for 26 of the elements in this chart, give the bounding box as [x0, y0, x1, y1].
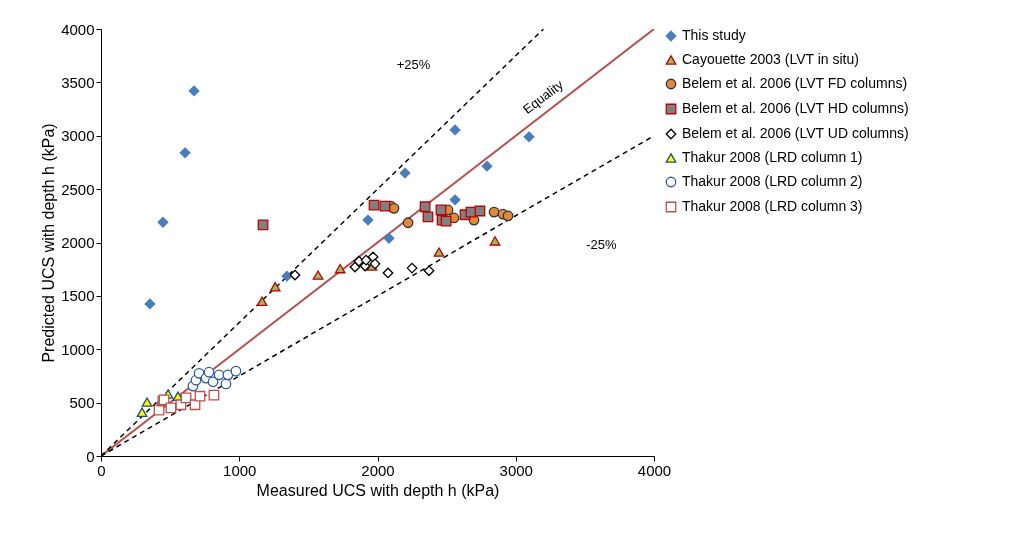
y-tick-label: 4000: [61, 20, 95, 38]
x-tick-label: 0: [97, 461, 106, 479]
legend-label: Thakur 2008 (LRD column 3): [682, 198, 863, 214]
y-tick-label: 500: [69, 394, 95, 412]
annotation: +25%: [396, 57, 431, 73]
x-tick-label: 1000: [223, 461, 257, 479]
y-axis-title: Predicted UCS with depth h (kPa): [40, 123, 58, 363]
x-tick-label: 4000: [637, 461, 672, 479]
legend-label: Belem et al. 2006 (LVT HD columns): [682, 100, 909, 116]
y-tick-label: 1000: [61, 340, 95, 358]
y-tick-label: 2500: [61, 180, 95, 198]
annotation: -25%: [586, 236, 618, 252]
y-tick-label: 3000: [61, 127, 95, 145]
legend-label: Thakur 2008 (LRD column 1): [682, 149, 863, 165]
y-tick-label: 1500: [61, 287, 95, 305]
legend-label: Thakur 2008 (LRD column 2): [682, 173, 863, 189]
legend-label: Belem et al. 2006 (LVT FD columns): [682, 75, 908, 91]
x-tick-label: 2000: [361, 461, 395, 479]
legend-label: Cayouette 2003 (LVT in situ): [682, 51, 859, 67]
y-tick-label: 0: [86, 447, 95, 465]
x-tick-label: 3000: [499, 461, 533, 479]
y-tick-label: 3500: [61, 73, 95, 91]
x-axis-title: Measured UCS with depth h (kPa): [256, 481, 500, 499]
y-tick-label: 2000: [61, 234, 95, 251]
legend-label: Belem et al. 2006 (LVT UD columns): [682, 125, 909, 141]
legend-label: This study: [682, 27, 746, 43]
